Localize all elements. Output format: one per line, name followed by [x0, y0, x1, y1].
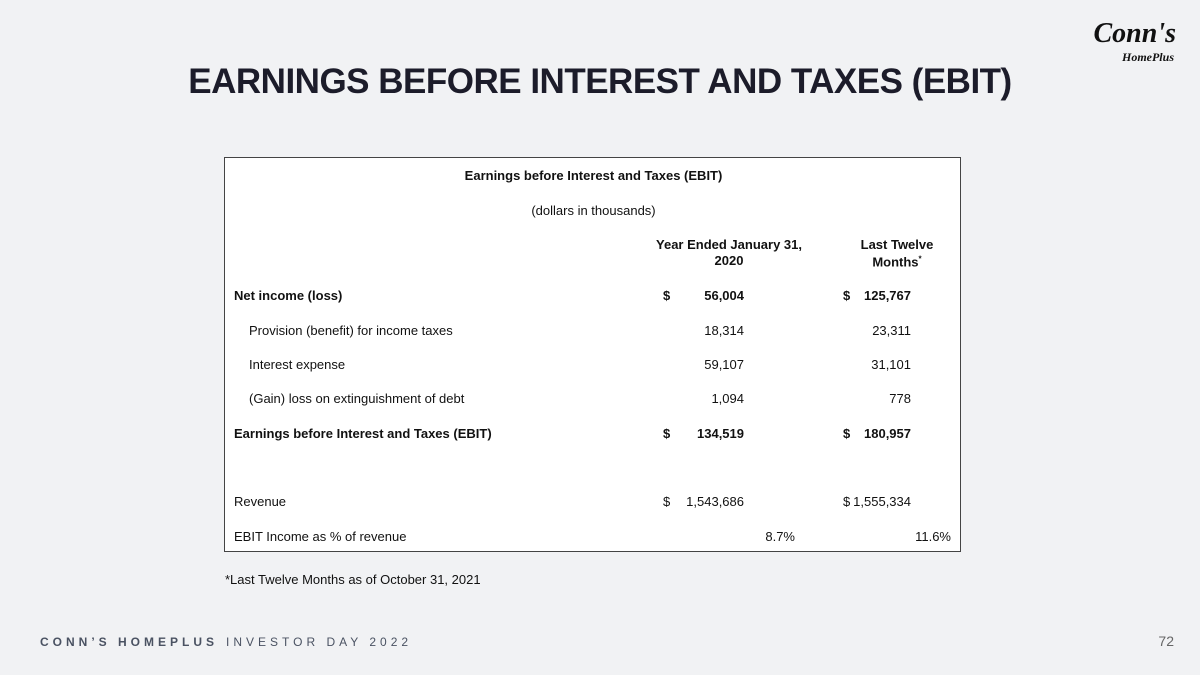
page-number: 72	[1158, 633, 1174, 649]
cell-value: 134,519	[697, 426, 744, 441]
logo-sub: HomePlus	[1121, 50, 1174, 64]
column-header: 2020	[714, 253, 744, 268]
cell-value: 180,957	[864, 426, 911, 441]
cell-value: 23,311	[872, 323, 911, 338]
cell-value: 1,555,334	[853, 494, 911, 509]
currency-symbol: $	[843, 426, 851, 441]
footer: CONN’S HOMEPLUS INVESTOR DAY 2022	[40, 635, 412, 649]
cell-value: 125,767	[864, 288, 911, 303]
row-label: (Gain) loss on extinguishment of debt	[249, 391, 465, 406]
currency-symbol: $	[663, 426, 671, 441]
cell-value: 778	[889, 391, 911, 406]
cell-value: 59,107	[704, 357, 744, 372]
cell-value: 1,094	[711, 391, 744, 406]
cell-value: 18,314	[704, 323, 744, 338]
table-subtitle: (dollars in thousands)	[531, 203, 656, 218]
cell-value: 31,101	[871, 357, 911, 372]
currency-symbol: $	[663, 494, 671, 509]
slide-title: EARNINGS BEFORE INTEREST AND TAXES (EBIT…	[188, 62, 1012, 101]
footnote-marker: *	[918, 254, 922, 264]
row-label: Interest expense	[249, 357, 346, 372]
column-header: Last Twelve	[860, 237, 934, 252]
currency-symbol: $	[843, 494, 851, 509]
row-label: Revenue	[234, 494, 287, 509]
footer-brand: CONN’S HOMEPLUS	[40, 635, 219, 649]
cell-value: 8.7%	[765, 529, 795, 544]
cell-value: 11.6%	[915, 529, 951, 544]
table-title: Earnings before Interest and Taxes (EBIT…	[464, 168, 723, 183]
row-label: Net income (loss)	[234, 288, 343, 303]
cell-value: 1,543,686	[686, 494, 744, 509]
currency-symbol: $	[663, 288, 671, 303]
row-label: Earnings before Interest and Taxes (EBIT…	[234, 426, 492, 441]
column-header: Year Ended January 31,	[656, 237, 802, 252]
currency-symbol: $	[843, 288, 851, 303]
logo-brand: Conn's	[1093, 18, 1177, 49]
footnote: *Last Twelve Months as of October 31, 20…	[225, 572, 481, 587]
cell-value: 56,004	[704, 288, 744, 303]
row-label: EBIT Income as % of revenue	[234, 529, 407, 544]
column-header: Months*	[872, 254, 922, 270]
table: Earnings before Interest and Taxes (EBIT…	[224, 157, 961, 552]
row-label: Provision (benefit) for income taxes	[249, 323, 453, 338]
footer-event: INVESTOR DAY 2022	[226, 635, 413, 649]
